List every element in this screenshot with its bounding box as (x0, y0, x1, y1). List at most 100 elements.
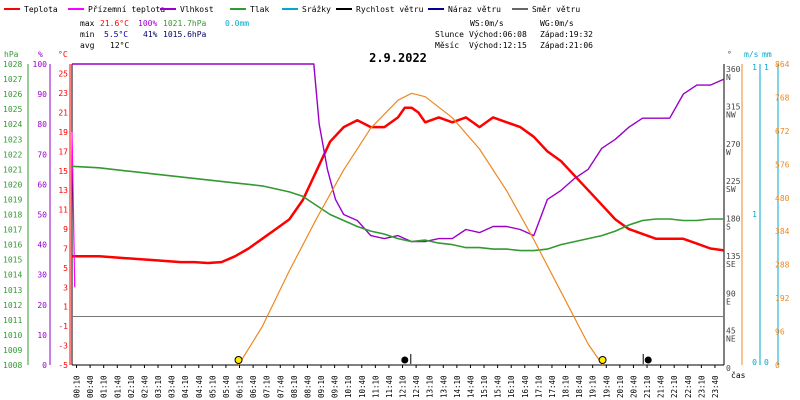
moon-set-icon (644, 356, 652, 364)
stats-min-hum: 41% (143, 30, 158, 39)
x-tick-label: 05:40 (222, 375, 231, 398)
dir-tick-label: 180 (726, 215, 741, 224)
x-tick-label: 14:40 (466, 375, 475, 398)
x-tick-label: 11:10 (371, 375, 380, 398)
temp-tick-label: 17 (58, 147, 68, 156)
x-tick-label: 23:10 (697, 375, 706, 398)
x-tick-label: 16:10 (507, 375, 516, 398)
x-tick-label: 21:10 (643, 375, 652, 398)
stats-max-temp: 21.6°C (100, 19, 129, 28)
x-tick-label: 09:40 (331, 375, 340, 398)
x-tick-label: 17:10 (534, 375, 543, 398)
hum-tick-label: 20 (37, 301, 47, 310)
x-tick-label: 12:10 (399, 375, 408, 398)
dir-tick-label: 225 (726, 177, 741, 186)
temp-tick-label: 25 (58, 70, 68, 79)
press-tick-label: 1012 (3, 301, 22, 310)
dir-tick-letter: E (726, 297, 731, 306)
x-tick-label: 02:40 (140, 375, 149, 398)
x-tick-label: 03:10 (154, 375, 163, 398)
temp-tick-label: 23 (58, 89, 68, 98)
legend-label: Vlhkost (180, 5, 214, 14)
x-tick-label: 10:10 (344, 375, 353, 398)
moon-rise-icon (401, 356, 409, 364)
x-tick-label: 19:40 (602, 375, 611, 398)
wind-gust-info: WG:0m/s (540, 19, 574, 28)
press-tick-label: 1010 (3, 331, 22, 340)
rad-tick-label: 192 (775, 294, 790, 303)
x-tick-label: 04:40 (195, 375, 204, 398)
rad-tick-label: 0 (775, 361, 780, 370)
press-tick-label: 1025 (3, 105, 22, 114)
temp-tick-label: 13 (58, 186, 68, 195)
series-line (237, 92, 604, 366)
temp-tick-label: 19 (58, 128, 68, 137)
press-tick-label: 1018 (3, 211, 22, 220)
dir-tick-letter: W (726, 148, 731, 157)
x-tick-label: 22:10 (670, 375, 679, 398)
x-tick-label: 01:40 (113, 375, 122, 398)
stats-max-press: 1021.7hPa (163, 19, 207, 28)
rad-tick-label: 288 (775, 261, 790, 270)
sun-marker-icon (598, 356, 607, 364)
moon-set: Západ:21:06 (540, 41, 593, 50)
press-tick-label: 1013 (3, 286, 22, 295)
hum-tick-label: 30 (37, 271, 47, 280)
hum-tick-label: 90 (37, 90, 47, 99)
x-tick-label: 18:10 (562, 375, 571, 398)
rad-tick-label: 864 (775, 60, 790, 69)
x-tick-label: 07:40 (276, 375, 285, 398)
x-tick-label: 13:10 (426, 375, 435, 398)
rad-tick-label: 96 (775, 328, 785, 337)
dir-tick-letter: S (726, 223, 731, 232)
legend: Teplota Přízemní teplota Vlhkost Tlak Srážky… (4, 5, 580, 14)
legend-label: Srážky (302, 5, 331, 14)
press-tick-label: 1017 (3, 226, 22, 235)
dir-tick-label: 90 (726, 289, 736, 298)
series-line (72, 106, 725, 265)
dir-tick-label: 360 (726, 65, 741, 74)
temp-tick-label: -3 (58, 342, 68, 351)
x-tick-label: 15:10 (480, 375, 489, 398)
dir-tick-letter: NW (726, 110, 736, 119)
x-tick-label: 22:40 (684, 375, 693, 398)
sun-rise: Východ:06:08 (469, 30, 527, 39)
press-tick-label: 1021 (3, 165, 22, 174)
x-tick-label: 06:10 (236, 375, 245, 398)
x-tick-label: 16:40 (521, 375, 530, 398)
hum-tick-label: 0 (42, 361, 47, 370)
x-tick-label: 12:40 (412, 375, 421, 398)
x-tick-label: 14:10 (453, 375, 462, 398)
hum-tick-label: 80 (37, 120, 47, 129)
dir-tick-label: 45 (726, 327, 736, 336)
stats-min-press: 1015.6hPa (163, 30, 207, 39)
press-tick-label: 1022 (3, 150, 22, 159)
moon-rise: Východ:12:15 (469, 41, 527, 50)
x-tick-label: 08:10 (290, 375, 299, 398)
press-tick-label: 1016 (3, 241, 22, 250)
temp-tick-label: 3 (63, 283, 68, 292)
wind-tick-label: 0 (752, 358, 757, 367)
x-axis-label: čas (731, 370, 746, 380)
chart-title: 2.9.2022 (369, 51, 427, 65)
x-tick-label: 00:40 (86, 375, 95, 398)
temp-tick-label: 7 (63, 244, 68, 253)
rain-tick-label: 0 (764, 358, 769, 367)
press-tick-label: 1026 (3, 90, 22, 99)
markers (234, 354, 652, 364)
wind-axis-header: m/s (744, 50, 759, 59)
temp-tick-label: 5 (63, 264, 68, 273)
press-tick-label: 1027 (3, 75, 22, 84)
temp-tick-label: -1 (58, 322, 68, 331)
x-tick-label: 11:40 (385, 375, 394, 398)
info-block: max 21.6°C 100% 1021.7hPa 0.0mm min 5.5°… (80, 19, 593, 65)
stats-max-hum: 100% (138, 19, 157, 28)
dir-tick-letter: SE (726, 260, 736, 269)
rain-tick-label: 1 (764, 63, 769, 72)
stats-min-label: min (80, 30, 95, 39)
temp-axis-header: °C (58, 50, 68, 59)
temp-tick-label: 21 (58, 109, 68, 118)
press-tick-label: 1015 (3, 256, 22, 265)
x-tick-label: 05:10 (208, 375, 217, 398)
